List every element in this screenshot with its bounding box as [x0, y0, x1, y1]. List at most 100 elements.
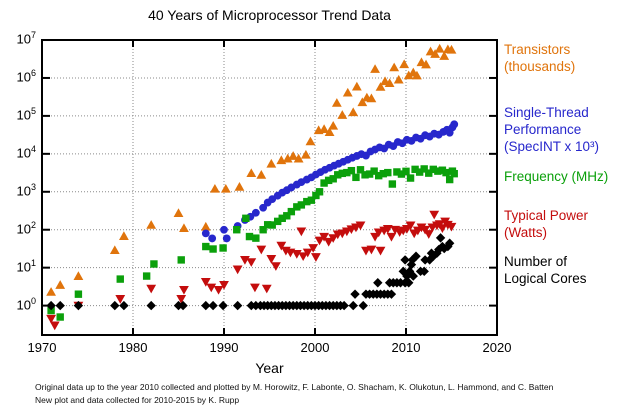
- data-point-typical-power: [437, 224, 448, 233]
- legend-label-line: (Watts): [504, 225, 547, 240]
- x-tick-label: 1990: [209, 340, 239, 355]
- data-point-logical-cores: [435, 233, 446, 243]
- data-point-transistors: [331, 98, 342, 107]
- data-point-frequency: [233, 226, 241, 234]
- data-point-transistors: [370, 64, 380, 73]
- y-tick-label: 107: [16, 30, 36, 47]
- data-point-frequency: [74, 290, 83, 298]
- data-point-typical-power: [355, 221, 366, 231]
- data-point-transistors: [421, 59, 431, 69]
- x-tick-label: 2020: [482, 340, 512, 355]
- data-point-transistors: [324, 127, 335, 136]
- data-point-frequency: [393, 168, 401, 176]
- x-tick-label: 1970: [27, 340, 57, 355]
- data-point-typical-power: [370, 232, 380, 242]
- data-point-typical-power: [298, 252, 309, 262]
- data-point-frequency: [283, 212, 291, 220]
- data-point-frequency: [303, 197, 311, 206]
- data-point-logical-cores: [404, 266, 415, 277]
- data-point-transistors: [200, 221, 211, 231]
- data-point-logical-cores: [437, 241, 448, 252]
- legend-label-line: Frequency (MHz): [504, 169, 609, 184]
- data-point-frequency: [338, 169, 346, 178]
- data-point-frequency: [263, 221, 272, 229]
- data-point-transistors: [351, 81, 362, 91]
- data-point-typical-power: [261, 284, 272, 294]
- x-tick-label: 2010: [391, 340, 421, 355]
- data-point-typical-power: [246, 258, 257, 267]
- data-point-typical-power: [390, 225, 400, 235]
- data-point-frequency: [142, 272, 151, 280]
- data-point-transistors: [342, 87, 353, 97]
- data-point-typical-power: [276, 241, 287, 251]
- data-point-frequency: [252, 234, 260, 242]
- data-point-logical-cores: [358, 300, 368, 311]
- data-point-typical-power: [423, 230, 434, 239]
- data-point-frequency: [379, 169, 387, 178]
- data-point-single-thread-performance: [222, 234, 231, 243]
- data-point-frequency: [307, 196, 316, 204]
- data-point-logical-cores: [55, 300, 65, 311]
- data-point-transistors: [446, 44, 457, 54]
- legend-entry-typical-power: Typical Power (Watts): [504, 207, 588, 241]
- data-point-frequency: [320, 179, 328, 187]
- data-point-logical-cores: [73, 300, 84, 311]
- data-point-frequency: [397, 170, 406, 178]
- data-point-frequency: [402, 167, 410, 176]
- data-point-typical-power: [302, 248, 313, 258]
- data-point-logical-cores: [398, 266, 408, 277]
- data-point-typical-power: [46, 314, 56, 324]
- data-point-logical-cores: [386, 289, 397, 299]
- data-point-transistors: [384, 78, 395, 88]
- legend: Transistors (thousands) Single-Thread Perfo…: [504, 0, 624, 300]
- data-point-logical-cores: [46, 300, 56, 311]
- chart-title: 40 Years of Microprocessor Trend Data: [148, 7, 391, 23]
- data-point-frequency: [445, 175, 454, 184]
- data-point-frequency: [259, 226, 267, 234]
- data-point-logical-cores: [400, 255, 410, 265]
- data-point-single-thread-performance: [259, 203, 268, 212]
- data-point-frequency: [278, 214, 286, 222]
- data-point-transistors: [210, 183, 220, 193]
- x-tick-label: 2000: [300, 340, 330, 355]
- data-point-frequency: [356, 166, 365, 174]
- data-point-frequency: [375, 171, 383, 180]
- data-point-typical-power: [176, 295, 187, 304]
- data-point-frequency: [388, 180, 397, 188]
- data-point-transistors: [403, 70, 414, 80]
- data-point-logical-cores: [232, 300, 243, 311]
- data-point-logical-cores: [339, 300, 349, 311]
- data-point-typical-power: [270, 262, 281, 271]
- data-point-typical-power: [366, 245, 377, 255]
- footer-credit-line-2: New plot and data collected for 2010-201…: [35, 394, 240, 405]
- data-point-logical-cores: [208, 300, 218, 311]
- data-point-typical-power: [405, 221, 416, 231]
- data-point-transistors: [328, 120, 339, 130]
- data-point-transistors: [173, 208, 184, 217]
- data-point-frequency: [219, 244, 227, 252]
- data-point-frequency: [420, 165, 428, 173]
- data-point-logical-cores: [218, 300, 228, 311]
- data-point-typical-power: [240, 256, 250, 265]
- legend-label-line: (thousands): [504, 59, 576, 74]
- data-point-transistors: [246, 168, 257, 178]
- data-point-frequency: [365, 170, 374, 178]
- data-point-typical-power: [250, 283, 260, 293]
- data-point-frequency: [406, 174, 415, 182]
- data-point-transistors: [375, 82, 386, 91]
- y-tick-label: 104: [16, 143, 36, 161]
- data-point-transistors: [301, 149, 311, 159]
- data-point-logical-cores: [119, 300, 129, 311]
- legend-entry-frequency: Frequency (MHz): [504, 168, 608, 185]
- data-point-transistors: [266, 158, 277, 168]
- data-point-frequency: [361, 171, 369, 179]
- plot-border: [41, 39, 498, 336]
- data-point-logical-cores: [444, 238, 455, 248]
- data-point-typical-power: [115, 295, 126, 304]
- data-point-single-thread-performance: [220, 225, 228, 234]
- data-point-typical-power: [373, 228, 384, 238]
- legend-label-line: Performance: [504, 122, 582, 137]
- data-point-logical-cores: [373, 278, 383, 288]
- legend-entry-logical-cores: Number of Logical Cores: [504, 253, 587, 287]
- data-point-transistors: [55, 280, 66, 289]
